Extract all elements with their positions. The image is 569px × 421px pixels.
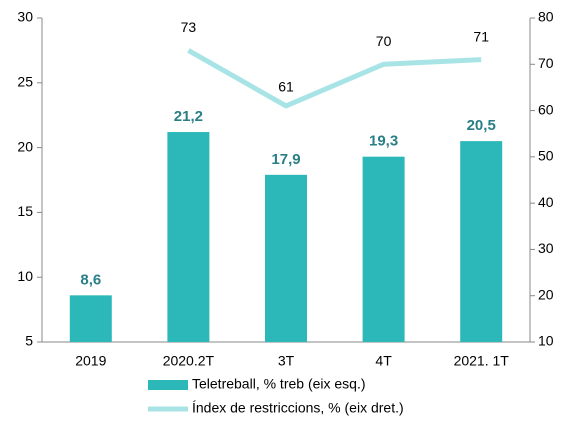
- bar: [362, 156, 405, 342]
- y2-tick-label: 20: [538, 286, 554, 302]
- bar-label: 21,2: [174, 108, 203, 125]
- y2-tick-label: 70: [538, 55, 554, 71]
- line-label: 71: [473, 28, 489, 44]
- bar: [265, 174, 307, 342]
- legend-swatch: [148, 380, 188, 390]
- bar-label: 20,5: [467, 117, 496, 134]
- x-tick-label: 3T: [278, 353, 295, 369]
- y-tick-label: 15: [17, 203, 33, 219]
- bar-label: 17,9: [271, 151, 300, 168]
- y-tick-label: 5: [25, 333, 33, 349]
- y2-tick-label: 10: [538, 333, 554, 349]
- y-tick-label: 30: [17, 9, 33, 25]
- legend-label: Índex de restriccions, % (eix dret.): [192, 400, 404, 416]
- y2-tick-label: 60: [538, 101, 554, 117]
- y-tick-label: 10: [17, 268, 33, 284]
- line-label: 73: [181, 19, 197, 35]
- bar-label: 19,3: [369, 133, 398, 150]
- bar: [69, 295, 112, 342]
- y2-tick-label: 50: [538, 148, 554, 164]
- y2-tick-label: 40: [538, 194, 554, 210]
- line: [187, 48, 482, 109]
- y2-tick-label: 30: [538, 240, 554, 256]
- x-tick-label: 2019: [75, 353, 106, 369]
- line-label: 70: [376, 33, 392, 49]
- bar-label: 8,6: [80, 271, 101, 288]
- bar: [167, 132, 210, 342]
- y2-tick-label: 80: [538, 9, 554, 25]
- legend-label: Teletreball, % treb (eix esq.): [192, 376, 366, 392]
- x-tick-label: 2020.2T: [163, 353, 215, 369]
- line-label: 61: [278, 79, 294, 95]
- x-tick-label: 4T: [375, 353, 392, 369]
- bar: [460, 141, 503, 342]
- y-tick-label: 20: [17, 138, 33, 154]
- x-tick-label: 2021. 1T: [454, 353, 510, 369]
- y-tick-label: 25: [17, 74, 33, 90]
